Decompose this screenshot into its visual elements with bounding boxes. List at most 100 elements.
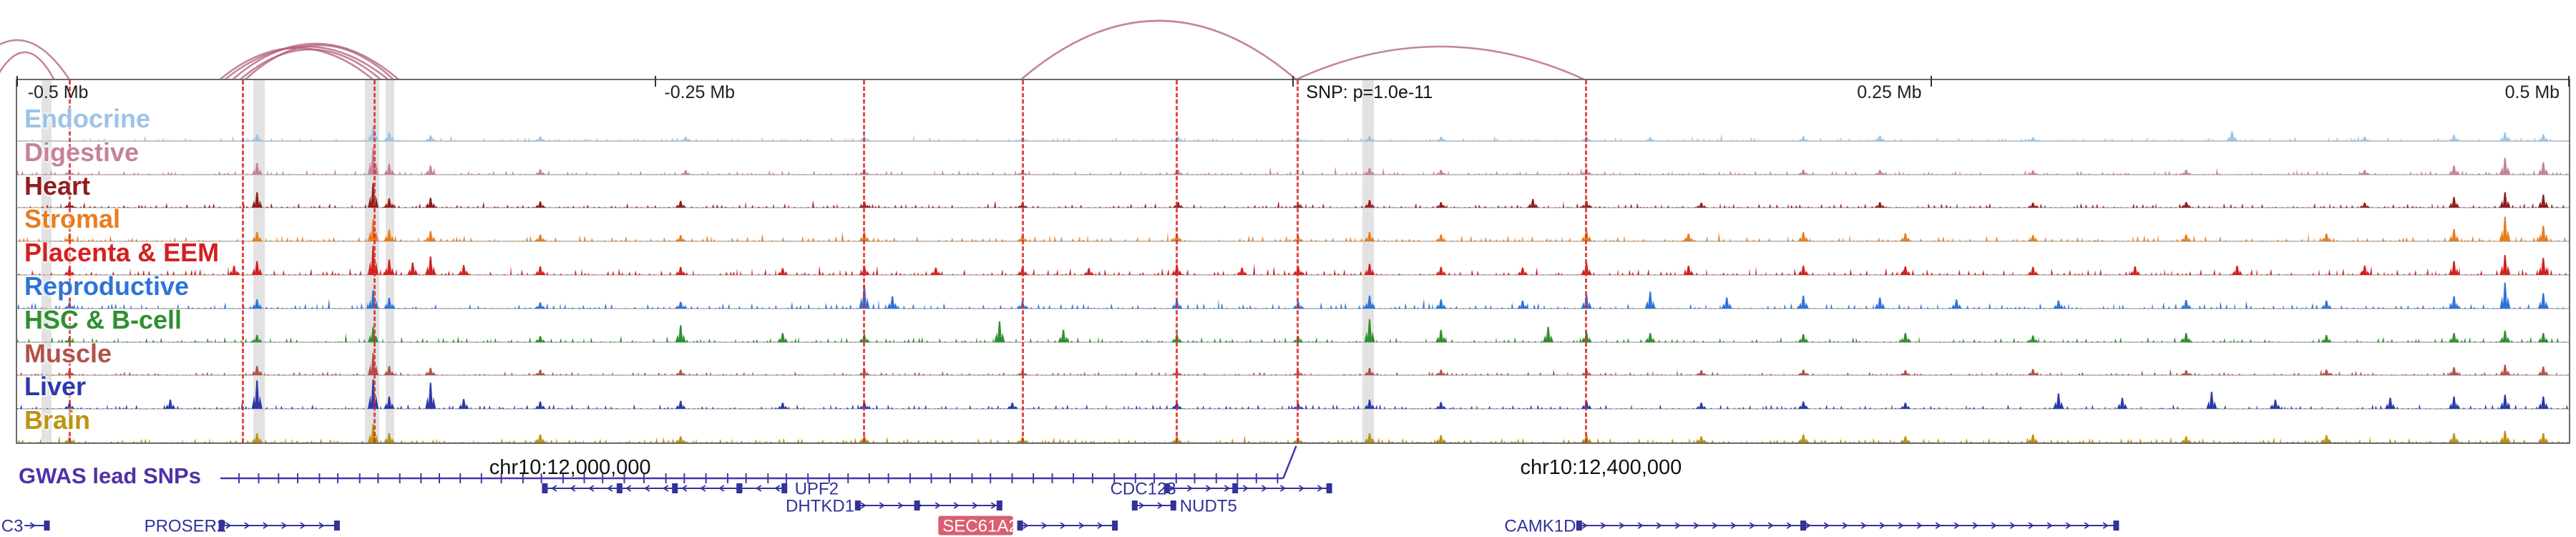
track-row-muscle (17, 342, 2569, 377)
exon-block (1163, 483, 1170, 493)
gwas-snp-connector (1282, 445, 1297, 479)
signal-path-muscle (17, 353, 2569, 376)
gene-label: PROSER2 (145, 517, 227, 536)
exon-block (542, 483, 548, 493)
strand-arrow-icon (1242, 485, 1249, 492)
track-row-placenta-eem (17, 241, 2569, 276)
strand-arrow-icon (1581, 522, 1588, 529)
exon-block (1170, 500, 1176, 511)
gene-label: DHTKD1 (786, 497, 854, 516)
row-separator (17, 207, 2569, 209)
snp-guide-line (1176, 80, 1179, 442)
ruler-tick (1292, 76, 1294, 87)
strand-arrow-icon (1060, 522, 1066, 529)
strand-arrow-icon (774, 485, 781, 492)
row-separator (17, 374, 2569, 377)
interaction-arc (219, 47, 374, 80)
gene-camk1d: CAMK1D (1504, 517, 2119, 536)
strand-arrow-icon (1749, 522, 1755, 529)
gwas-lead-snps-label: GWAS lead SNPs (19, 463, 201, 488)
track-row-heart (17, 175, 2569, 209)
strand-arrow-icon (1898, 522, 1904, 529)
exon-block (781, 483, 788, 493)
interaction-arc (1020, 19, 1297, 80)
interaction-arc (245, 44, 394, 80)
strand-arrow-icon (1041, 522, 1048, 529)
strand-arrow-icon (1023, 522, 1029, 529)
strand-arrow-icon (300, 522, 306, 529)
track-label-reproductive: Reproductive (24, 271, 190, 301)
track-row-brain (17, 409, 2569, 442)
ruler-tick (2568, 76, 2570, 87)
gene-label: UPF2 (795, 480, 839, 499)
exon-block (1800, 521, 1806, 531)
track-label-brain: Brain (24, 405, 91, 435)
exon-block (1131, 500, 1138, 511)
snp-guide-line (242, 80, 245, 442)
signal-path-liver (17, 379, 2568, 410)
strand-arrow-icon (935, 502, 941, 509)
signal-plot-endocrine (18, 125, 2566, 141)
strand-arrow-icon (244, 522, 250, 529)
strand-arrow-icon (551, 485, 557, 492)
exon-block (1112, 521, 1118, 531)
track-label-muscle: Muscle (24, 338, 112, 368)
ruler-tick (16, 76, 18, 87)
exon-block (914, 500, 920, 511)
row-separator (17, 173, 2569, 175)
track-label-stromal: Stromal (24, 204, 121, 234)
gene-label: CDC123 (1111, 480, 1176, 499)
exon-block (854, 500, 861, 511)
signal-plot-brain (18, 424, 2569, 442)
strand-arrow-icon (1805, 522, 1811, 529)
strand-arrow-icon (2084, 522, 2090, 529)
exon-block (616, 483, 623, 493)
strand-arrow-icon (897, 502, 904, 509)
track-row-hsc-b-cell (17, 309, 2569, 343)
ruler-tick (1930, 76, 1932, 87)
chromatin-interaction-arcs (0, 19, 1585, 80)
gene-proser2: PROSER2 (145, 517, 340, 536)
strand-arrow-icon (1674, 522, 1681, 529)
exon-block (2113, 521, 2119, 531)
strand-arrow-icon (1879, 522, 1885, 529)
highlight-band (42, 80, 52, 442)
gene-annotation-track: UPF2 CDC123 DHTKD1 NUDT5 C3 PROSER2 SEC61A2 CAM… (1, 480, 2119, 536)
snp-guide-line (1021, 80, 1024, 442)
strand-arrow-icon (1168, 485, 1175, 492)
strand-arrow-icon (1786, 522, 1792, 529)
gene-label: C3 (1, 517, 24, 536)
coordinate-label-left: chr10:12,000,000 (489, 456, 651, 479)
strand-arrow-icon (1186, 485, 1194, 492)
track-label-endocrine: Endocrine (24, 104, 151, 133)
signal-plot-heart (19, 183, 2565, 208)
strand-arrow-icon (281, 522, 288, 529)
snp-guide-line (1296, 80, 1299, 442)
gene-label: CAMK1D (1504, 517, 1576, 536)
strand-arrow-icon (318, 522, 325, 529)
strand-arrow-icon (225, 522, 232, 529)
snp-guide-line (374, 80, 376, 442)
interaction-arc (232, 42, 399, 80)
track-row-digestive (17, 141, 2569, 175)
gene-dhtkd1: DHTKD1 (786, 497, 1002, 516)
strand-arrow-icon (1279, 485, 1287, 492)
strand-arrow-icon (2046, 522, 2053, 529)
exon-block (218, 521, 225, 531)
gene-label: SEC61A2 (942, 517, 1018, 536)
signal-plot-digestive (17, 147, 2567, 175)
interaction-arc (1295, 45, 1585, 80)
signal-plot-reproductive (17, 282, 2564, 309)
interaction-arc (224, 45, 389, 80)
strand-arrow-icon (1619, 522, 1625, 529)
strand-arrow-icon (663, 485, 669, 492)
signal-tracks-panel: SNP: p=1.0e-11 Endocrine Digestive Heart St… (16, 76, 2570, 444)
row-separator (17, 241, 2569, 243)
exon-block (996, 500, 1002, 511)
signal-path-placenta-eem (18, 246, 2567, 275)
signal-path-endocrine (18, 125, 2566, 141)
exon-block (1017, 521, 1023, 531)
strand-arrow-icon (1138, 502, 1145, 509)
strand-arrow-icon (1205, 485, 1212, 492)
interaction-arc (0, 51, 55, 80)
